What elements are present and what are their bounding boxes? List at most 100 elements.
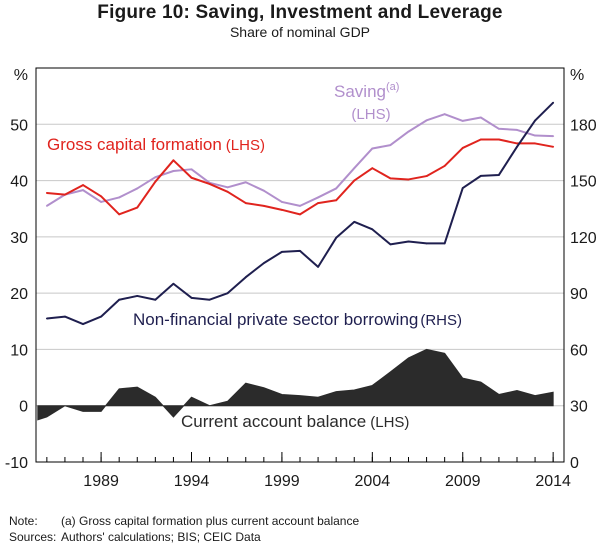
borrowing-point [154, 298, 157, 301]
left-axis-tick-label: -10 [5, 455, 28, 472]
borrowing-point [118, 298, 121, 301]
gcf-point [443, 165, 446, 167]
borrowing-point [443, 242, 446, 245]
gcf-point [118, 213, 121, 216]
gcf-point [226, 190, 229, 193]
gcf-point [534, 142, 536, 145]
x-axis-tick-label: 2014 [535, 473, 571, 490]
note-text: (a) Gross capital formation plus current… [61, 514, 360, 528]
x-axis-tick-label: 1994 [174, 473, 210, 490]
saving-point [498, 127, 500, 130]
borrowing-point [64, 315, 66, 318]
borrowing-label: Non-financial private sector borrowing (R… [133, 310, 462, 329]
gcf-point [82, 184, 84, 186]
borrowing-point [498, 174, 500, 176]
notes-block: Note: (a) Gross capital formation plus c… [9, 513, 359, 545]
right-axis-tick-label: 60 [570, 342, 588, 359]
x-axis-tick-label: 2004 [355, 473, 391, 490]
borrowing-point [281, 250, 283, 253]
gcf-point [516, 142, 518, 145]
gcf-point [281, 208, 283, 211]
saving-point [317, 196, 319, 199]
gcf-point [45, 192, 48, 194]
saving-point [244, 181, 247, 184]
saving-point [262, 189, 265, 192]
gcf-point [335, 199, 338, 202]
gcf-point [172, 159, 175, 162]
borrowing-point [389, 243, 392, 246]
borrowing-point [353, 220, 356, 223]
axis-ticks: -10 0 10 20 30 40 50% 0 30 60 90 120 150 180% 1989 1994… [5, 67, 597, 490]
sources-text: Authors' calculations; BIS; CEIC Data [61, 530, 261, 544]
saving-point [45, 205, 48, 207]
gcf-point [100, 195, 102, 198]
borrowing-point [534, 119, 536, 122]
gcf-point [64, 193, 66, 196]
current-account-label: Current account balance (LHS) [181, 412, 409, 431]
saving-point [534, 134, 536, 137]
borrowing-point [335, 236, 338, 239]
gcf-point [317, 202, 319, 204]
saving-point [226, 186, 229, 189]
left-axis-tick-label: 40 [10, 174, 28, 191]
borrowing-point [136, 295, 139, 297]
saving-point [407, 130, 410, 133]
current-account-area [37, 348, 554, 421]
borrowing-point [317, 265, 319, 268]
gcf-label: Gross capital formation (LHS) [47, 135, 265, 154]
borrowing-point [516, 145, 518, 148]
saving-point [281, 201, 283, 203]
saving-point [190, 168, 193, 171]
borrowing-point [172, 282, 175, 285]
borrowing-point [371, 228, 374, 231]
saving-point [299, 205, 301, 207]
borrowing-point [82, 323, 84, 325]
gcf-point [479, 138, 482, 141]
chart-area: -10 0 10 20 30 40 50% 0 30 60 90 120 150 180% 1989 1994… [5, 67, 597, 490]
saving-point [82, 189, 84, 192]
borrowing-point [299, 250, 301, 252]
borrowing-point [552, 101, 555, 104]
saving-point [461, 120, 464, 122]
saving-point [118, 196, 121, 199]
gcf-point [190, 176, 193, 179]
saving-point [516, 129, 518, 131]
borrowing-point [208, 298, 211, 301]
series-labels: Saving(a) (LHS) Gross capital formation (LH… [47, 81, 462, 431]
saving-point [154, 176, 157, 179]
note-label: Note: [9, 514, 38, 528]
right-axis-tick-label: 180 [570, 117, 597, 134]
saving-point [172, 170, 175, 172]
saving-point [371, 147, 374, 150]
gcf-point [498, 138, 500, 141]
saving-axis-label: (LHS) [351, 106, 390, 123]
x-axis-tick-label: 1989 [83, 473, 119, 490]
borrowing-point [407, 240, 410, 243]
borrowing-point [262, 262, 265, 265]
gcf-point [353, 179, 356, 182]
saving-line [46, 113, 554, 207]
gcf-point [371, 167, 374, 170]
gcf-point [136, 206, 139, 209]
series-layer [37, 101, 555, 421]
left-axis-unit: % [14, 67, 28, 84]
borrowing-point [100, 315, 102, 318]
gcf-point [389, 177, 392, 180]
x-axis-tick-label: 1999 [264, 473, 300, 490]
right-axis-tick-label: 90 [570, 286, 588, 303]
right-axis-tick-label: 0 [570, 455, 579, 472]
gcf-point [425, 175, 428, 177]
x-axis-tick-label: 2009 [445, 473, 481, 490]
left-axis-tick-label: 30 [10, 230, 28, 247]
gcf-point [461, 147, 464, 149]
gcf-point [208, 183, 211, 185]
borrowing-point [45, 317, 48, 320]
borrowing-point [461, 187, 464, 189]
chart-title: Figure 10: Saving, Investment and Levera… [97, 2, 503, 23]
right-axis-tick-label: 120 [570, 230, 597, 247]
chart-subtitle: Share of nominal GDP [229, 24, 371, 40]
borrowing-point [244, 276, 247, 279]
gcf-point [154, 180, 157, 183]
saving-point [335, 187, 338, 190]
left-axis-tick-label: 0 [19, 399, 28, 416]
